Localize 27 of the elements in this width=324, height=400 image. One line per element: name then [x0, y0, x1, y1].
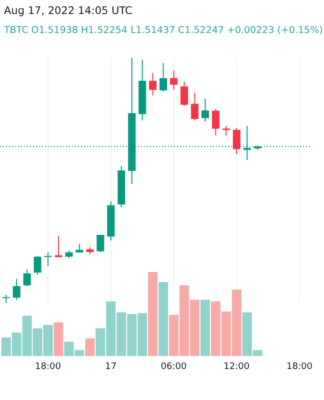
- candlestick: [160, 62, 168, 92]
- x-tick-label: 06:00: [160, 362, 188, 372]
- candlestick: [12, 278, 20, 301]
- bar: [148, 272, 158, 356]
- candlestick: [212, 108, 220, 136]
- chart-subtitle: TBTC O1.51938 H1.52254 L1.51437 C1.52247 +0.00223 (+0.15%): [3, 25, 323, 36]
- bar: [158, 282, 168, 356]
- candlestick: [222, 125, 230, 136]
- x-tick-label: 12:00: [224, 362, 250, 372]
- candlestick: [170, 70, 178, 90]
- bar: [85, 338, 95, 356]
- bar: [200, 300, 210, 356]
- chart-title: Aug 17, 2022 14:05 UTC: [4, 5, 132, 17]
- candlestick: [96, 234, 104, 253]
- candlestick: [44, 252, 52, 266]
- x-tick-label: 17: [105, 362, 117, 372]
- candlestick: [149, 72, 157, 96]
- candlestick: [232, 128, 240, 155]
- bar: [54, 322, 64, 356]
- candlestick: [23, 268, 31, 287]
- x-tick-label: 18:00: [286, 362, 313, 372]
- candlestick: [180, 81, 188, 106]
- candlestick: [190, 92, 199, 121]
- candlestick: [201, 98, 209, 122]
- candlestick: [54, 235, 62, 258]
- x-tick-label: 18:00: [35, 362, 62, 372]
- candlestick: [34, 255, 42, 276]
